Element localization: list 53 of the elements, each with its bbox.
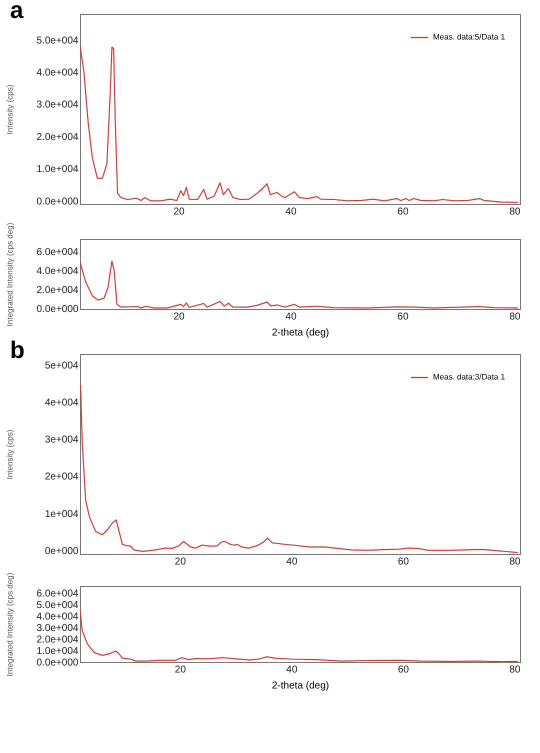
x-tick-label: 60	[397, 312, 409, 322]
y-tick-label: 6.0e+004	[36, 588, 79, 600]
y-tick-label: 5.0e+004	[36, 600, 79, 611]
x-tick-label: 40	[285, 312, 297, 322]
legend-label: Meas. data:5/Data 1	[433, 32, 506, 42]
x-tick-label: 20	[174, 556, 186, 568]
x-tick-label: 80	[509, 312, 521, 322]
chart-title: b	[10, 337, 25, 364]
y-tick-label: 0.0e+000	[36, 658, 79, 668]
y-tick-label: 1.0e+004	[36, 646, 79, 657]
y-axis-title: Integrated Intensity (cps deg)	[6, 572, 14, 676]
x-axis-title: 2-theta (deg)	[272, 680, 330, 692]
line-series	[80, 384, 518, 554]
y-tick-label: 4.0e+004	[36, 611, 79, 622]
y-tick-label: 6.0e+004	[36, 246, 79, 258]
y-tick-label: 2.0e+004	[36, 132, 79, 143]
y-tick-label: 2.0e+004	[36, 284, 79, 296]
x-tick-label: 60	[397, 206, 409, 218]
y-axis-title: Intensity (cps)	[6, 84, 14, 134]
line-series	[80, 45, 518, 203]
x-tick-label: 40	[286, 556, 298, 568]
y-axis-title: Intensity (cps)	[6, 429, 14, 480]
chart-title: a	[10, 0, 24, 24]
y-tick-label: 0.0e+000	[36, 304, 79, 316]
x-tick-label: 80	[509, 664, 521, 676]
y-tick-label: 5.0e+004	[36, 35, 79, 46]
y-tick-label: 0.0e+000	[36, 196, 79, 208]
y-tick-label: 1e+004	[44, 508, 79, 520]
x-tick-label: 20	[173, 206, 186, 218]
x-tick-label: 80	[509, 556, 521, 568]
x-tick-label: 80	[509, 206, 521, 218]
y-axis-title: Integrated Intensity (cps deg)	[6, 222, 14, 326]
x-axis-title: 2-theta (deg)	[272, 328, 330, 338]
y-tick-label: 4.0e+004	[36, 67, 79, 78]
y-tick-label: 5e+004	[44, 360, 79, 372]
line-series	[80, 260, 518, 308]
x-tick-label: 60	[398, 556, 410, 568]
y-tick-label: 3.0e+004	[36, 622, 79, 634]
y-tick-label: 2e+004	[44, 472, 79, 483]
x-tick-label: 40	[285, 206, 297, 218]
y-tick-label: 1.0e+004	[36, 164, 79, 176]
x-tick-label: 40	[286, 664, 298, 676]
y-tick-label: 4e+004	[44, 398, 79, 409]
x-tick-label: 20	[173, 312, 186, 322]
line-series	[80, 610, 518, 662]
y-tick-label: 0e+000	[44, 546, 79, 557]
x-tick-label: 20	[174, 664, 186, 676]
x-tick-label: 60	[398, 664, 410, 676]
y-tick-label: 2.0e+004	[36, 634, 79, 646]
legend-label: Meas. data:3/Data 1	[433, 372, 506, 382]
y-tick-label: 3.0e+004	[36, 100, 79, 111]
y-tick-label: 3e+004	[44, 434, 79, 446]
y-tick-label: 4.0e+004	[36, 266, 79, 277]
